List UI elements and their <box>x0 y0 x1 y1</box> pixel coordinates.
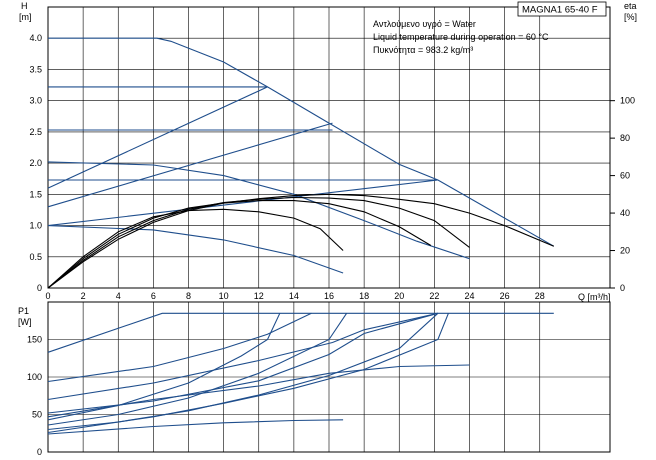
eta-tick-label: 100 <box>620 96 635 106</box>
flow-tick-label: 16 <box>324 291 334 301</box>
power-curve <box>47 312 439 414</box>
flow-tick-label: 2 <box>81 291 86 301</box>
power-tick-label: 100 <box>27 372 42 382</box>
density-label: Πυκνότητα = 983.2 kg/m³ <box>373 45 473 55</box>
temperature-label: Liquid temperature during operation = 60… <box>373 32 549 42</box>
power-tick-label: 150 <box>27 335 42 345</box>
flow-tick-label: 8 <box>186 291 191 301</box>
flow-tick-label: 14 <box>289 291 299 301</box>
power-ylabel-unit: [W] <box>18 317 32 327</box>
power-curve <box>47 312 348 426</box>
power-curve <box>47 312 312 383</box>
head-tick-label: 3.0 <box>29 96 42 106</box>
head-tick-label: 2.5 <box>29 127 42 137</box>
power-curve <box>47 312 439 431</box>
eta-ylabel-unit: [%] <box>624 12 637 22</box>
eta-tick-label: 80 <box>620 133 630 143</box>
head-tick-label: 0 <box>37 283 42 293</box>
head-curve <box>48 37 555 247</box>
head-tick-label: 4.0 <box>29 33 42 43</box>
power-axis-ticks: 0 50 100 150 <box>27 335 42 458</box>
power-tick-label: 0 <box>37 447 42 457</box>
head-tick-label: 3.5 <box>29 64 42 74</box>
flow-tick-label: 4 <box>116 291 121 301</box>
head-axis-ticks: 0 2 4 6 8 10 12 14 16 18 20 22 24 26 2800.51.01.52.02.… <box>29 33 635 301</box>
flow-tick-label: 22 <box>429 291 439 301</box>
efficiency-curve <box>47 196 470 289</box>
head-curve <box>47 179 438 227</box>
head-curve <box>47 225 344 274</box>
head-ylabel-symbol: H <box>21 1 28 11</box>
efficiency-curve <box>47 193 555 289</box>
power-curve <box>47 312 554 353</box>
head-curves <box>47 37 555 289</box>
power-tick-label: 50 <box>32 410 42 420</box>
eta-tick-label: 40 <box>620 208 630 218</box>
head-tick-label: 0.5 <box>29 252 42 262</box>
head-tick-label: 1.5 <box>29 189 42 199</box>
flow-tick-label: 26 <box>500 291 510 301</box>
model-label-box <box>517 1 607 17</box>
power-curve <box>47 364 470 418</box>
head-curve <box>47 122 333 208</box>
head-grid <box>47 6 611 289</box>
liquid-label: Αντλούμενο υγρό = Water <box>373 19 476 29</box>
power-grid <box>47 301 611 453</box>
flow-tick-label: 20 <box>394 291 404 301</box>
flow-tick-label: 0 <box>45 291 50 301</box>
flow-tick-label: 10 <box>219 291 229 301</box>
efficiency-curve <box>47 208 344 289</box>
head-curve <box>47 161 470 260</box>
power-curve <box>47 419 344 435</box>
flow-tick-label: 6 <box>151 291 156 301</box>
power-curve <box>47 313 449 434</box>
head-curve <box>47 86 268 189</box>
eta-tick-label: 60 <box>620 171 630 181</box>
eta-tick-label: 20 <box>620 246 630 256</box>
power-curve <box>47 313 281 421</box>
head-ylabel-unit: [m] <box>19 12 32 22</box>
flow-tick-label: 24 <box>464 291 474 301</box>
efficiency-curve <box>47 200 432 289</box>
flow-tick-label: 28 <box>535 291 545 301</box>
head-tick-label: 1.0 <box>29 221 42 231</box>
flow-xlabel: Q [m³/h] <box>578 292 611 302</box>
eta-tick-label: 0 <box>620 283 625 293</box>
flow-tick-label: 18 <box>359 291 369 301</box>
model-label: MAGNA1 65-40 F <box>522 5 598 16</box>
flow-tick-label: 12 <box>254 291 264 301</box>
power-ylabel-symbol: P1 <box>18 306 29 316</box>
eta-ylabel-symbol: eta <box>624 1 637 11</box>
head-tick-label: 2.0 <box>29 158 42 168</box>
power-curve <box>47 312 439 401</box>
power-curves <box>47 312 554 435</box>
